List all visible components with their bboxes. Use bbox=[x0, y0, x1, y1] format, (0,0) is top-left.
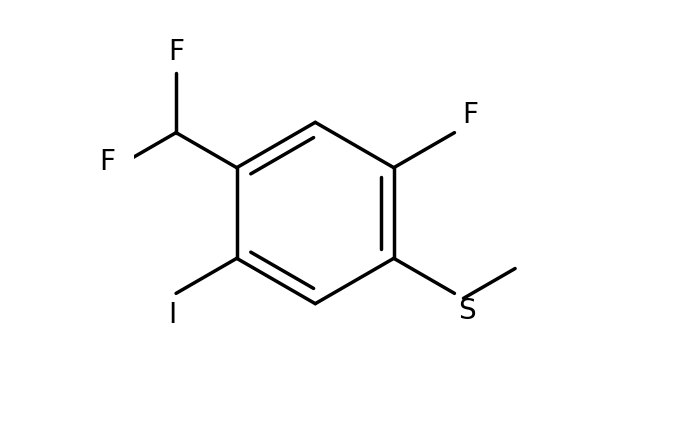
Text: F: F bbox=[462, 101, 478, 129]
Text: F: F bbox=[168, 37, 184, 66]
Text: S: S bbox=[458, 297, 476, 325]
Text: F: F bbox=[99, 148, 116, 176]
Text: I: I bbox=[169, 301, 177, 329]
